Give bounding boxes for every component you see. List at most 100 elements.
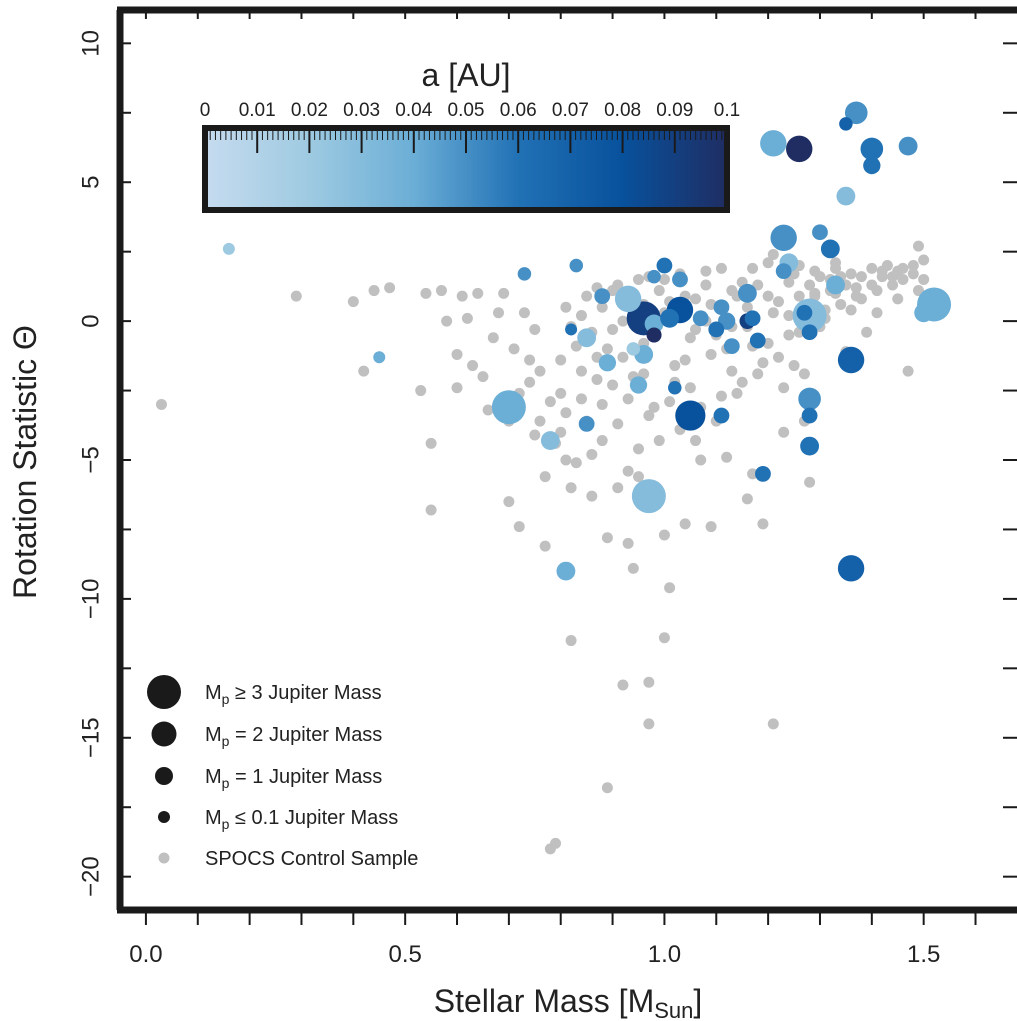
planet-host-point	[668, 381, 682, 395]
x-tick-label: 1.5	[907, 941, 940, 968]
control-point	[601, 343, 613, 355]
colorbar-tick-label: 0	[200, 100, 211, 121]
control-point	[643, 718, 655, 730]
control-point	[518, 307, 530, 319]
planet-host-point	[629, 376, 648, 394]
control-point	[804, 279, 816, 291]
planet-host-point	[631, 479, 666, 514]
planet-host-point	[675, 400, 706, 431]
control-point	[721, 451, 733, 463]
planet-host-point	[839, 117, 853, 131]
control-point	[534, 365, 546, 377]
control-point	[596, 398, 608, 410]
control-point	[529, 429, 541, 441]
control-point	[622, 465, 634, 477]
control-point	[871, 307, 883, 319]
control-point	[493, 307, 505, 319]
x-tick-label: 0.0	[129, 941, 162, 968]
control-point	[892, 293, 904, 305]
control-point	[612, 482, 624, 494]
control-point	[648, 401, 660, 413]
control-point	[757, 518, 769, 530]
control-point	[731, 387, 743, 399]
planet-host-point	[713, 299, 730, 316]
control-point	[555, 354, 567, 366]
control-point	[772, 351, 784, 363]
control-point	[918, 273, 930, 285]
planet-host-point	[491, 390, 526, 425]
control-point	[539, 540, 551, 552]
planet-host-point	[744, 310, 761, 327]
colorbar-box	[202, 125, 730, 213]
control-point	[747, 262, 759, 274]
control-point	[700, 279, 712, 291]
colorbar-tick-label: 0.03	[343, 100, 380, 121]
planet-host-point	[775, 263, 792, 280]
control-point	[835, 298, 847, 310]
control-point	[664, 396, 676, 408]
control-point	[415, 385, 427, 397]
planet-host-point	[863, 156, 881, 175]
planet-host-point	[692, 310, 709, 327]
planet-host-point	[812, 224, 828, 241]
y-axis-title: Rotation Statistic Θ	[7, 325, 43, 599]
control-point	[529, 323, 541, 335]
legend-label: Mp = 2 Jupiter Mass	[205, 724, 382, 749]
control-point	[560, 301, 572, 313]
control-point	[420, 287, 432, 299]
colorbar-tick-label: 0.04	[395, 100, 432, 121]
planet-host-point	[577, 328, 597, 348]
control-point	[643, 410, 655, 422]
planet-host-point	[801, 324, 818, 341]
planet-host-point	[614, 285, 642, 313]
control-point	[456, 290, 468, 302]
legend-label: Mp ≤ 0.1 Jupiter Mass	[205, 807, 398, 832]
control-point	[762, 257, 774, 269]
control-point	[762, 290, 774, 302]
control-point	[622, 393, 634, 405]
planet-host-point	[820, 239, 840, 259]
control-points	[155, 240, 930, 855]
control-point	[544, 396, 556, 408]
planet-host-point	[914, 303, 934, 323]
colorbar-tick-label: 0.09	[656, 100, 693, 121]
control-point	[778, 382, 790, 394]
control-point	[617, 315, 629, 327]
control-point	[461, 312, 473, 324]
control-point	[684, 382, 696, 394]
legend-marker	[151, 721, 177, 747]
control-point	[918, 254, 930, 266]
control-point	[866, 262, 878, 274]
control-point	[632, 273, 644, 285]
colorbar-tick-label: 0.06	[500, 100, 537, 121]
planet-host-points	[222, 101, 952, 582]
planet-host-point	[723, 338, 740, 355]
control-point	[601, 782, 613, 794]
legend-label: Mp ≥ 3 Jupiter Mass	[205, 682, 382, 707]
axes: 0.0 0.5 1.0 1.5 10 5 0 −5 −10 −15 −20 Stellar Mass …	[7, 6, 1017, 1021]
planet-host-point	[626, 342, 641, 356]
control-point	[290, 290, 302, 302]
control-point	[607, 323, 619, 335]
control-point	[607, 285, 619, 297]
control-point	[778, 426, 790, 438]
planet-host-point	[578, 415, 595, 432]
control-point	[690, 435, 702, 447]
control-point	[384, 282, 396, 294]
planet-host-point	[565, 323, 578, 336]
planet-host-point	[898, 136, 918, 156]
control-point	[809, 287, 821, 299]
planet-host-point	[737, 283, 757, 303]
control-point	[560, 454, 572, 466]
control-point	[632, 471, 644, 483]
control-point	[596, 435, 608, 447]
planet-host-point	[569, 258, 584, 273]
control-point	[617, 679, 629, 691]
control-point	[861, 326, 873, 338]
planet-host-point	[656, 257, 673, 274]
planet-host-point	[540, 431, 560, 450]
planet-host-point	[826, 275, 845, 295]
legend-marker	[158, 852, 170, 864]
control-point	[809, 265, 821, 277]
colorbar-tick-label: 0.01	[239, 100, 276, 121]
